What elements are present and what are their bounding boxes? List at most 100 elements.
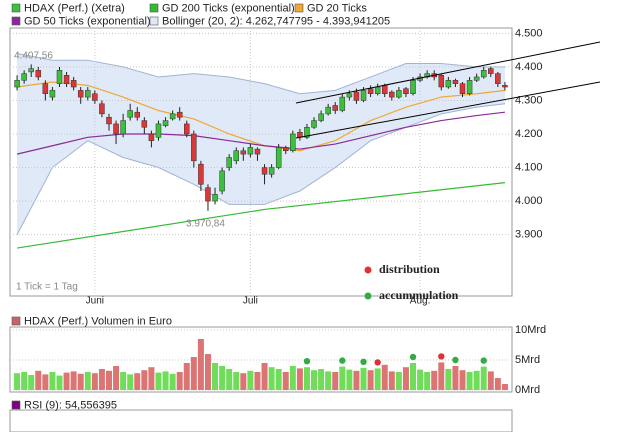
candle-body [282, 147, 289, 152]
candle-body [367, 88, 374, 94]
candle-body [311, 120, 317, 128]
volume-bar [84, 372, 91, 390]
volume-bar [395, 372, 402, 390]
moving-average-line [16, 182, 505, 249]
candle-body [198, 163, 204, 185]
volume-bar [381, 364, 388, 390]
volume-bar [311, 370, 318, 390]
candle-body [35, 70, 42, 78]
candle-body [226, 157, 232, 168]
x-tick-label: Aug. [410, 296, 431, 307]
volume-bar [28, 375, 35, 390]
candle-body [219, 170, 225, 192]
candle-body [396, 90, 402, 98]
volume-bar [49, 372, 56, 390]
volume-bar [282, 372, 289, 390]
volume-bar [105, 370, 112, 390]
volume-bar [487, 371, 494, 390]
legend-label: GD 200 Ticks (exponential) [162, 2, 295, 14]
y-tick-label: 5Mrd [515, 354, 540, 366]
volume-marker [452, 356, 459, 364]
volume-bar [233, 372, 240, 390]
marker-legend-label: accummulation [379, 288, 459, 302]
candle-body [233, 150, 240, 162]
candle-body [28, 68, 34, 73]
candle-body [247, 147, 254, 155]
volume-bar [367, 370, 374, 390]
x-tick-label: Juni [86, 296, 104, 307]
candle-body [148, 133, 155, 141]
y-tick-label: 4.200 [515, 128, 543, 140]
volume-bar [473, 370, 480, 390]
volume-bar [56, 375, 63, 390]
legend-label: GD 20 Ticks [307, 2, 367, 14]
volume-bar [162, 371, 169, 390]
y-tick-label: 4.500 [515, 27, 543, 39]
volume-bar [438, 362, 445, 390]
candle-body [374, 86, 381, 94]
volume-marker [438, 353, 445, 360]
annotation: 4.407,56 [14, 51, 53, 62]
y-tick-label: 4.100 [515, 161, 543, 173]
candle-body [268, 167, 275, 175]
candle-body [410, 80, 416, 94]
volume-bar [197, 339, 204, 390]
volume-bar [318, 369, 325, 390]
volume-bar [452, 366, 459, 390]
volume-bar [176, 372, 183, 390]
volume-bar [466, 372, 473, 390]
candle-body [488, 68, 494, 74]
volume-bar [77, 373, 84, 390]
marker-legend-label: distribution [379, 262, 440, 276]
volume-bar [501, 384, 508, 390]
volume-bar [219, 366, 226, 390]
volume-bar [402, 367, 409, 390]
volume-marker [339, 357, 346, 364]
volume-bar [388, 371, 395, 390]
candle-body [261, 167, 268, 175]
candle-body [134, 111, 141, 118]
legend-label: Bollinger (20, 2): 4.262,747795 - 4.393,… [162, 15, 390, 27]
volume-bar [360, 367, 367, 390]
candle-body [127, 110, 133, 118]
rsi-plot-frame [9, 409, 513, 432]
volume-bar [480, 366, 487, 390]
volume-bar [254, 372, 261, 390]
volume-bar [21, 372, 28, 390]
candle-body [466, 80, 473, 94]
candle-body [339, 96, 346, 111]
candle-body [332, 105, 338, 111]
volume-bar [98, 369, 105, 390]
candle-body [99, 103, 105, 115]
trend-line [295, 81, 601, 139]
y-tick-label: 3.900 [515, 229, 543, 241]
candle-body [77, 90, 84, 98]
legend-swatch [294, 3, 304, 13]
candle-body [42, 83, 49, 94]
volume-bar [190, 357, 197, 390]
volume-bar [91, 373, 98, 390]
candle-body [445, 80, 452, 88]
candle-body [120, 120, 126, 135]
moving-average-line [16, 111, 506, 155]
volume-bar [113, 366, 120, 390]
volume-bar [445, 369, 452, 390]
volume-bar [339, 366, 346, 390]
candle-body [495, 73, 501, 84]
candle-body [169, 113, 176, 120]
volume-bar [275, 369, 282, 390]
candle-body [49, 90, 56, 98]
candle-body [459, 83, 466, 94]
candle-body [381, 85, 388, 94]
candle-body [318, 113, 324, 121]
bollinger-lower-line [16, 103, 505, 235]
candle-body [162, 120, 169, 126]
volume-marker [303, 358, 311, 365]
volume-marker [360, 358, 367, 365]
volume-bar [417, 369, 424, 390]
annotation: 3.970,84 [186, 219, 225, 230]
legend-swatch [149, 3, 159, 13]
volume-bar [42, 374, 49, 390]
volume-bar [212, 363, 219, 390]
volume-bar [247, 370, 254, 390]
